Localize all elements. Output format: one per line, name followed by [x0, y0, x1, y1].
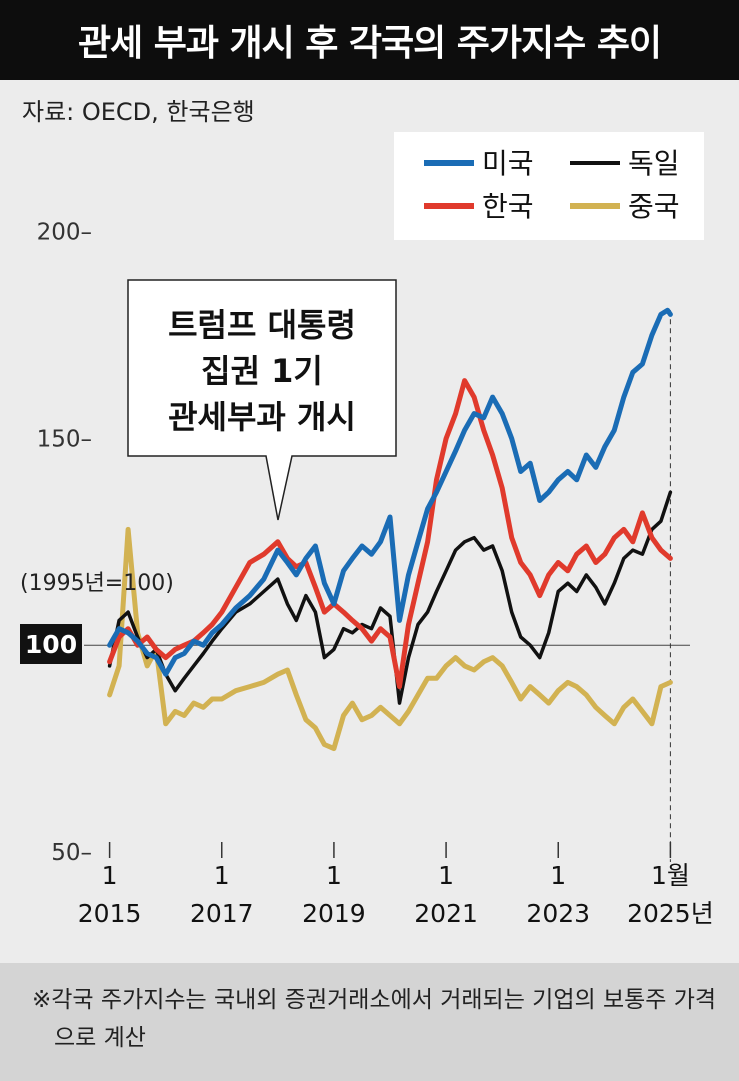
- footnote-text: ※각국 주가지수는 국내외 증권거래소에서 거래되는 기업의 보통주 가격으로 …: [32, 987, 717, 1051]
- x-tick-year: 2017: [190, 899, 254, 928]
- x-tick-month: 1: [438, 861, 454, 890]
- x-tick-month: 1: [102, 861, 118, 890]
- base-year-note: (1995년=100): [20, 571, 174, 596]
- series-line-중국: [107, 526, 673, 752]
- annotation-line-3: 관세부과 개시: [168, 398, 356, 436]
- y-tick-label: 150–: [37, 426, 92, 452]
- x-tick-year: 2021: [414, 899, 478, 928]
- x-tick-month: 1: [214, 861, 230, 890]
- footnote-panel: ※각국 주가지수는 국내외 증권거래소에서 거래되는 기업의 보통주 가격으로 …: [0, 963, 739, 1081]
- source-note: 자료: OECD, 한국은행: [22, 98, 255, 126]
- chart-axes: 200– 150– 50– 1 2015 1 2017 1 2019 1 2021 1 2023 1월 20…: [37, 220, 714, 928]
- legend-label: 독일: [628, 147, 680, 180]
- x-tick-month: 1: [550, 861, 566, 890]
- series-line-미국: [107, 307, 673, 677]
- x-tick-month: 1월: [651, 861, 690, 890]
- baseline-label: 100: [25, 630, 77, 659]
- y-tick-label: 50–: [51, 840, 92, 866]
- annotation-line-1: 트럼프 대통령: [168, 306, 356, 344]
- annotation-line-2: 집권 1기: [201, 352, 323, 390]
- legend-box: [394, 132, 704, 240]
- series-line-한국: [107, 378, 673, 690]
- line-chart: 200– 150– 50– 1 2015 1 2017 1 2019 1 2021 1 2023 1월 20…: [20, 132, 714, 928]
- annotation-callout: 트럼프 대통령 집권 1기 관세부과 개시: [127, 279, 397, 521]
- chart-series: [107, 307, 673, 752]
- series-line-독일: [107, 490, 673, 705]
- x-tick-year: 2015: [78, 899, 142, 928]
- legend-label: 한국: [482, 190, 534, 223]
- x-tick-year: 2025년: [627, 899, 714, 928]
- chart-title: 관세 부과 개시 후 각국의 주가지수 추이: [0, 0, 739, 80]
- legend-label: 중국: [628, 190, 680, 223]
- x-tick-month: 1: [326, 861, 342, 890]
- legend-label: 미국: [482, 147, 534, 180]
- baseline-label-box: [20, 624, 82, 664]
- y-tick-label: 200–: [37, 220, 92, 246]
- x-tick-year: 2019: [302, 899, 366, 928]
- x-tick-year: 2023: [526, 899, 590, 928]
- annotation-box: [127, 279, 397, 521]
